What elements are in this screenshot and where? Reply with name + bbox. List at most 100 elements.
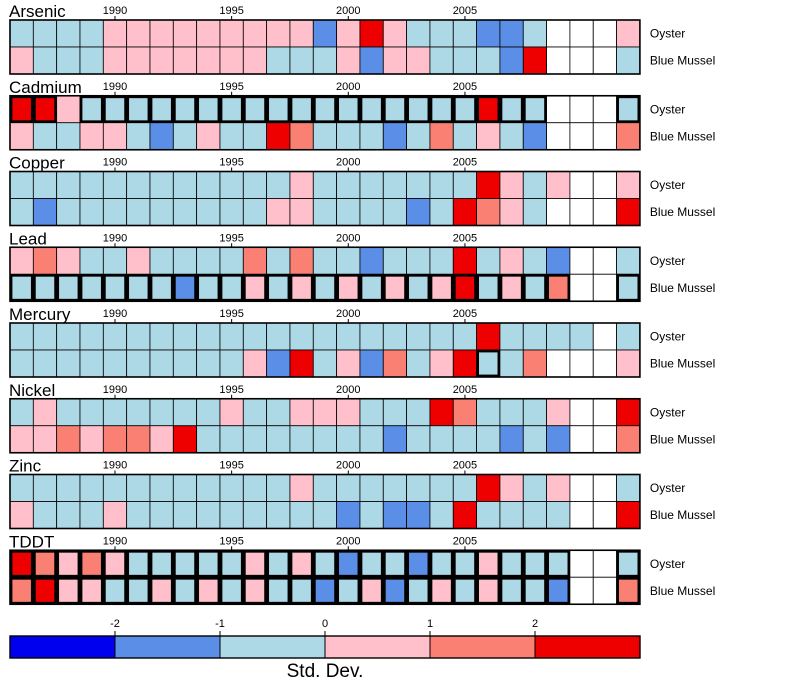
heatmap-cell (499, 549, 524, 578)
year-tick-label: 2005 (453, 5, 477, 17)
heatmap-cell-outline (406, 95, 430, 123)
heatmap-cell (616, 198, 641, 226)
heatmap-cell (219, 198, 244, 226)
heatmap-cell (452, 122, 477, 151)
panel-title: Arsenic (9, 2, 66, 21)
heatmap-cell (546, 46, 571, 75)
heatmap-cell (32, 273, 58, 302)
year-tick-label: 1990 (103, 157, 127, 169)
year-tick-label: 1990 (103, 460, 127, 472)
heatmap-cell (592, 198, 617, 226)
heatmap-cell (499, 19, 524, 48)
heatmap-cell (359, 549, 384, 578)
heatmap-cell (32, 576, 58, 605)
heatmap-cell (592, 19, 617, 48)
heatmap-cell-outline (546, 274, 570, 302)
heatmap-cell (546, 122, 571, 151)
heatmap-cell (312, 549, 338, 578)
heatmap-cell (266, 549, 291, 578)
heatmap-cell (499, 474, 524, 502)
heatmap-cell (312, 95, 338, 124)
heatmap-cell (289, 501, 314, 529)
heatmap-cell (592, 171, 617, 199)
heatmap-cell (616, 19, 641, 48)
heatmap-cell-outline (219, 274, 244, 302)
heatmap-cell (406, 349, 431, 378)
heatmap-cell (312, 273, 338, 302)
heatmap-cell (476, 425, 501, 454)
heatmap-cell (382, 549, 408, 578)
heatmap-cell (126, 549, 151, 578)
heatmap-cell (266, 19, 291, 48)
heatmap-cell-outline (196, 95, 220, 123)
panel-frame (9, 170, 641, 227)
colorbar-segment (219, 635, 326, 659)
heatmap-cell (546, 198, 571, 226)
heatmap-cell (522, 19, 547, 48)
heatmap-cell (499, 198, 524, 226)
heatmap-cell-outline (406, 550, 430, 578)
heatmap-cell (522, 425, 547, 454)
heatmap-cell (126, 474, 151, 502)
heatmap-cell (522, 246, 547, 275)
heatmap-cell (476, 349, 501, 378)
heatmap-cell (56, 198, 81, 226)
heatmap-cell (172, 322, 198, 351)
year-tick-label: 2000 (336, 384, 360, 396)
row-label: Oyster (650, 557, 685, 571)
year-tick-label: 1995 (219, 535, 243, 547)
heatmap-cell-outline (33, 550, 57, 578)
heatmap-cell (452, 46, 477, 75)
heatmap-cell-outline (219, 550, 244, 578)
heatmap-cell (196, 474, 221, 502)
heatmap-cell-outline (499, 274, 524, 302)
heatmap-cell (616, 171, 641, 199)
heatmap-cell-outline (79, 577, 104, 605)
heatmap-cell-outline (359, 577, 384, 605)
heatmap-cell (289, 46, 314, 75)
heatmap-cell-outline (173, 577, 197, 605)
heatmap-cell (149, 19, 174, 48)
heatmap-cell (126, 246, 151, 275)
heatmap-cell (522, 398, 547, 427)
heatmap-cell-outline (79, 550, 104, 578)
heatmap-cell (312, 19, 338, 48)
heatmap-cell (242, 576, 268, 605)
heatmap-cell (219, 46, 244, 75)
heatmap-cell (126, 171, 151, 199)
row-label: Oyster (650, 27, 685, 41)
row-label: Oyster (650, 102, 685, 116)
heatmap-cell (126, 122, 151, 151)
heatmap-cell-outline (476, 350, 500, 378)
heatmap-cell (499, 171, 524, 199)
heatmap-cell (32, 398, 58, 427)
year-tick-label: 1990 (103, 384, 127, 396)
heatmap-cell (336, 273, 361, 302)
heatmap-cell (9, 246, 34, 275)
heatmap-cell (429, 246, 454, 275)
heatmap-cell (522, 46, 547, 75)
heatmap-cell (32, 95, 58, 124)
row-label: Blue Mussel (650, 129, 715, 143)
heatmap-cell (196, 198, 221, 226)
heatmap-cell (9, 425, 34, 454)
heatmap-cell (546, 246, 571, 275)
heatmap-cell-outline (453, 550, 477, 578)
heatmap-cell (569, 95, 594, 124)
heatmap-cell (102, 349, 128, 378)
heatmap-cell (569, 425, 594, 454)
panel-frame (9, 397, 641, 454)
heatmap-cell (32, 122, 58, 151)
heatmap-cell (266, 322, 291, 351)
heatmap-cell (219, 246, 244, 275)
colorbar-segment (9, 635, 116, 659)
heatmap-cell (336, 198, 361, 226)
heatmap-cell (429, 474, 454, 502)
heatmap-cell-outline (499, 550, 524, 578)
heatmap-cell-outline (383, 577, 407, 605)
heatmap-cell (56, 549, 81, 578)
heatmap-cell-outline (243, 550, 267, 578)
year-tick-label: 2005 (453, 460, 477, 472)
heatmap-cell (336, 122, 361, 151)
panel-title: Lead (9, 229, 47, 248)
